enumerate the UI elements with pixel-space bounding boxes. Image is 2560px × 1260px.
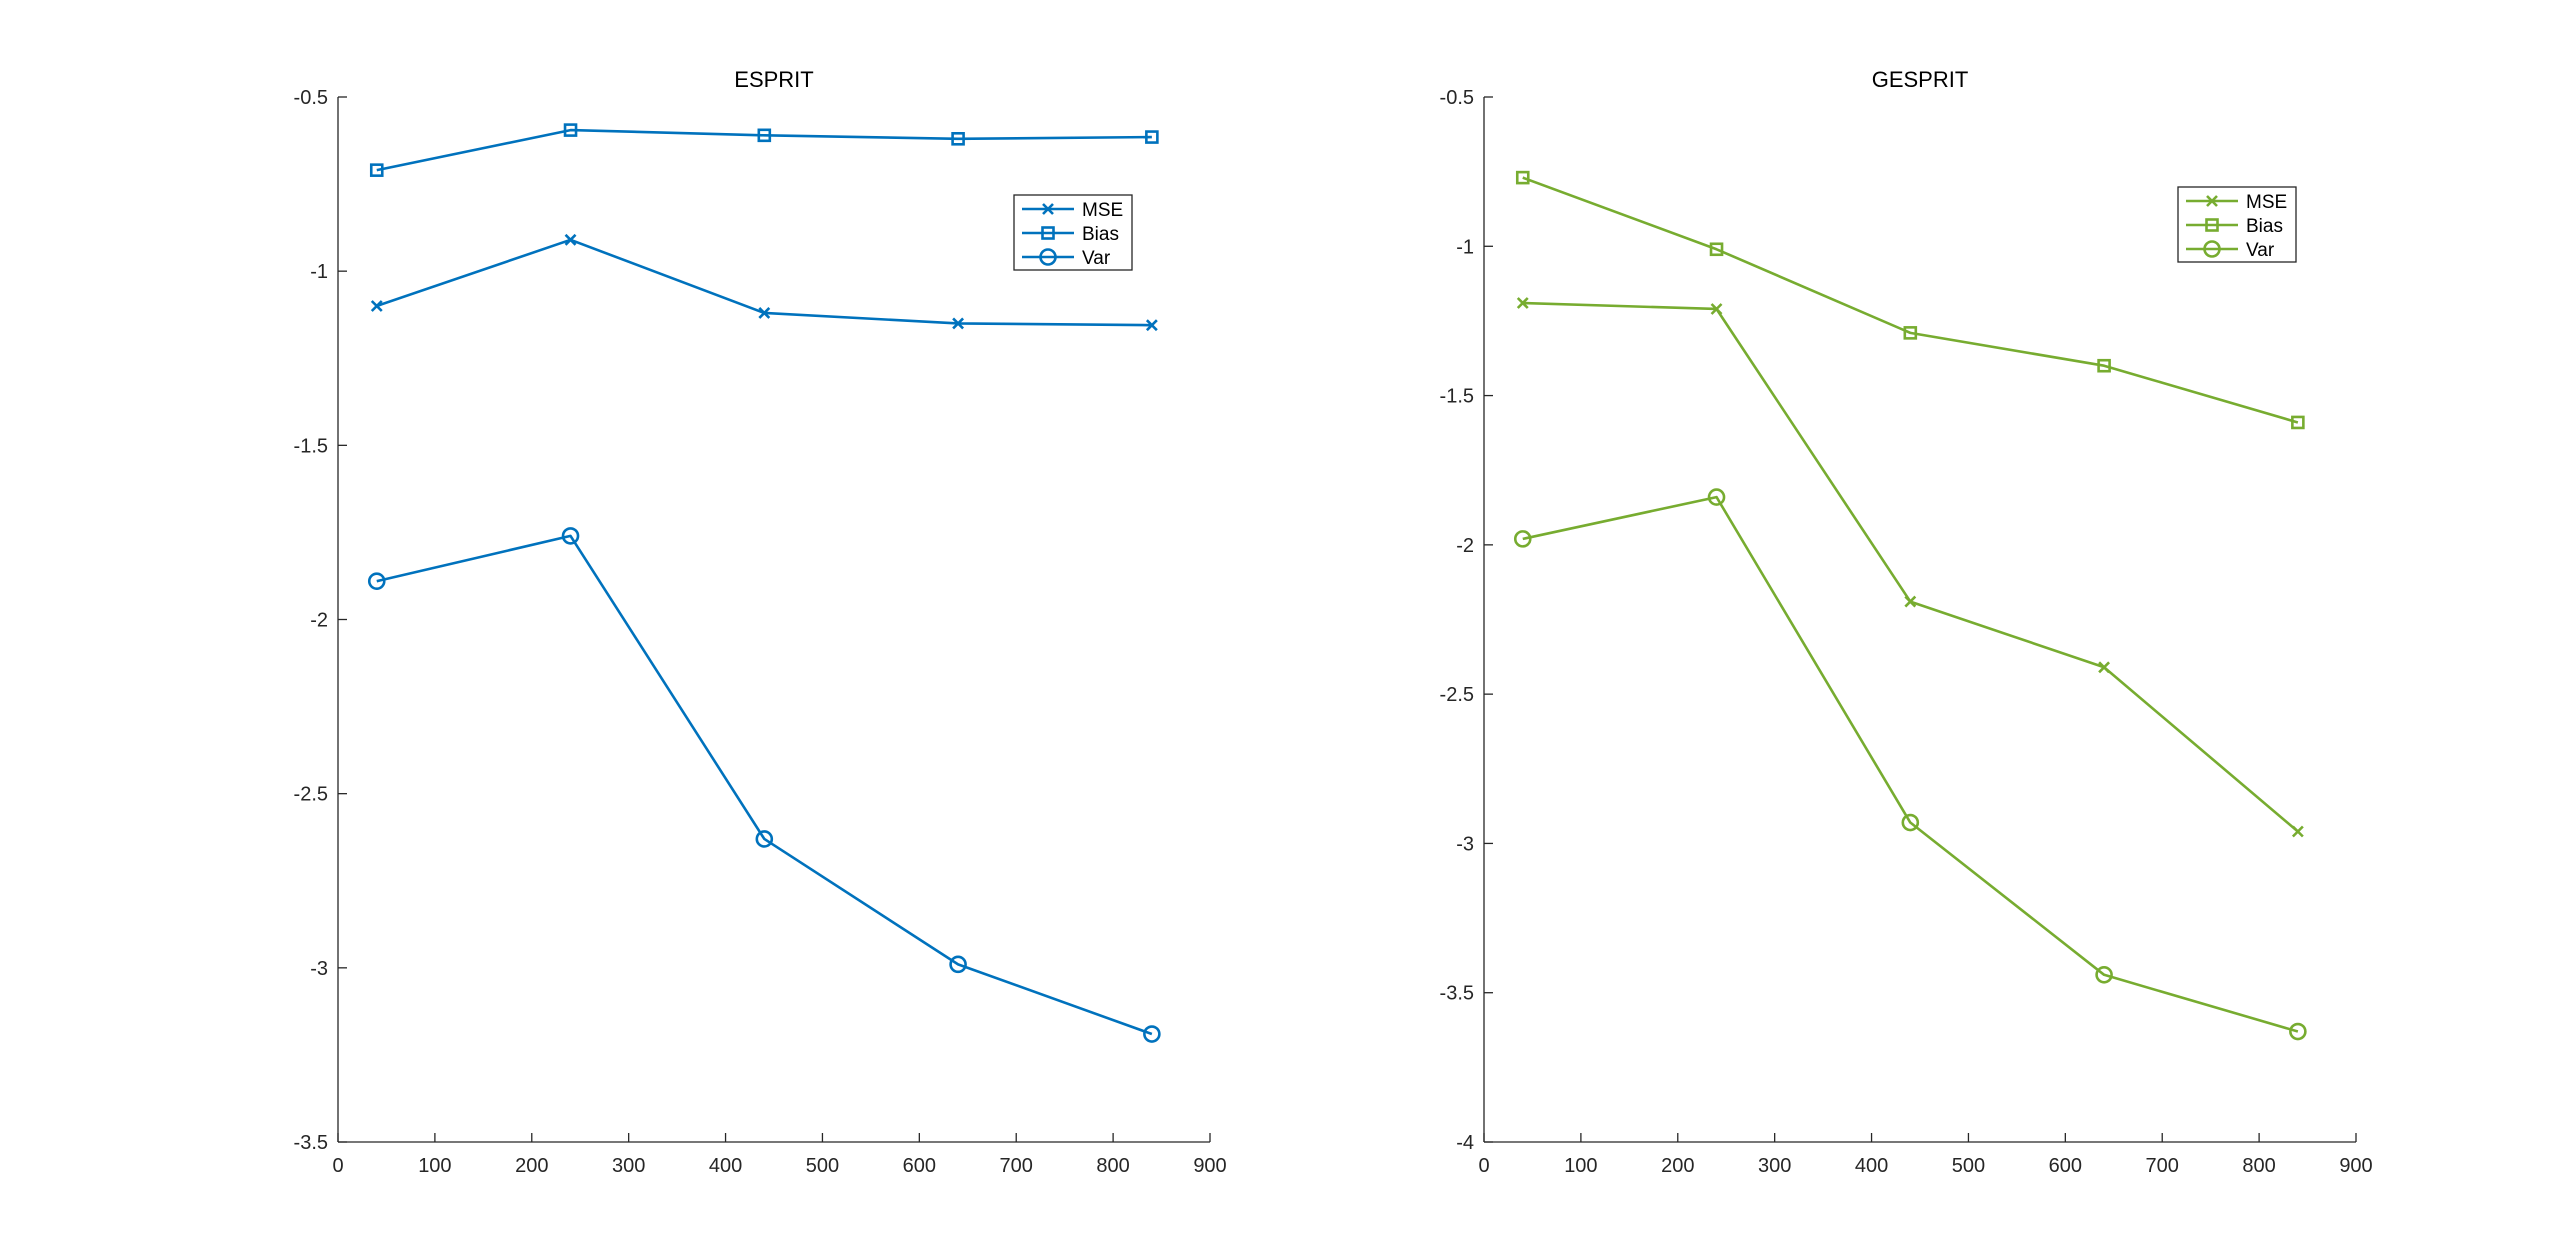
x-tick-label: 400	[709, 1155, 742, 1177]
y-tick-label: -2.5	[294, 784, 328, 806]
marker-1-var-legend	[1039, 248, 1057, 266]
legend: MSE Bias Var	[2177, 186, 2297, 263]
marker-1-var-3	[949, 955, 967, 974]
y-tick-label: -0.5	[294, 87, 328, 109]
x-tick-label: 200	[1661, 1155, 1694, 1177]
chart-1: 0 100 200 300 400 500 600 700 800 900 -0.5 -1 -1.5 -2…	[294, 67, 1227, 1177]
marker-1-bias-0	[369, 163, 384, 177]
y-tick-label: -2.5	[1440, 684, 1474, 706]
y-tick-label: -1.5	[1440, 386, 1474, 408]
marker-1-bias-2	[757, 128, 772, 143]
y-tick-label: -4	[1456, 1132, 1474, 1154]
marker-1-mse-2	[758, 307, 771, 319]
marker-1-var-0	[367, 572, 386, 590]
legend-label-var: Var	[2246, 240, 2275, 261]
marker-1-bias-legend	[1041, 226, 1055, 240]
legend-label-bias: Bias	[1082, 224, 1119, 245]
y-tick-label: -3.5	[294, 1132, 328, 1154]
y-tick-label: -1	[1456, 236, 1474, 258]
x-tick-label: 0	[332, 1155, 343, 1177]
marker-2-bias-legend	[2205, 218, 2219, 232]
series-line-bias	[376, 128, 1152, 172]
chart-title: ESPRIT	[734, 67, 813, 92]
x-tick-label: 900	[2339, 1155, 2372, 1177]
marker-2-mse-2	[1904, 595, 1917, 608]
legend-label-mse: MSE	[1082, 200, 1123, 221]
y-tick-label: -2	[310, 610, 328, 632]
series-line-mse	[1522, 301, 2299, 833]
marker-2-mse-legend	[2206, 195, 2218, 207]
x-tick-label: 500	[806, 1155, 839, 1177]
marker-2-mse-0	[1516, 297, 1529, 309]
x-tick-label: 700	[2146, 1155, 2179, 1177]
marker-1-var-2	[755, 830, 774, 848]
marker-1-var-4	[1143, 1025, 1161, 1043]
marker-2-mse-1	[1710, 303, 1723, 315]
x-tick-label: 200	[515, 1155, 548, 1177]
x-tick-label: 400	[1855, 1155, 1888, 1177]
x-tick-label: 600	[903, 1155, 936, 1177]
x-tick-label: 500	[1952, 1155, 1985, 1177]
marker-1-bias-1	[563, 123, 578, 137]
marker-2-bias-1	[1709, 242, 1724, 257]
marker-2-bias-0	[1515, 170, 1530, 185]
marker-2-bias-3	[2097, 358, 2111, 373]
x-tick-label: 100	[418, 1155, 451, 1177]
y-tick-label: -3	[310, 958, 328, 980]
y-tick-label: -3.5	[1440, 983, 1474, 1005]
marker-1-bias-4	[1145, 130, 1159, 144]
marker-1-mse-4	[1145, 319, 1158, 332]
marker-1-mse-0	[370, 300, 383, 312]
y-tick-label: -1.5	[294, 435, 328, 457]
legend: MSE Bias Var	[1013, 194, 1133, 271]
marker-2-bias-2	[1903, 326, 1918, 340]
y-tick-label: -0.5	[1440, 87, 1474, 109]
marker-2-var-2	[1901, 813, 1920, 832]
chart-title: GESPRIT	[1872, 67, 1969, 92]
marker-2-mse-4	[2291, 825, 2304, 838]
marker-2-var-3	[2095, 965, 2113, 984]
y-tick-label: -1	[310, 261, 328, 283]
marker-1-mse-3	[952, 317, 965, 330]
y-tick-label: -2	[1456, 535, 1474, 557]
marker-2-mse-3	[2098, 661, 2111, 674]
x-tick-label: 800	[1096, 1155, 1129, 1177]
legend-label-mse: MSE	[2246, 192, 2287, 213]
x-tick-label: 900	[1193, 1155, 1226, 1177]
legend-label-bias: Bias	[2246, 216, 2283, 237]
chart-2: 0 100 200 300 400 500 600 700 800 900 -0.5 -1 -1.5 -2…	[1440, 67, 2373, 1177]
series-line-bias	[1522, 176, 2299, 424]
y-tick-label: -3	[1456, 833, 1474, 855]
marker-1-var-1	[561, 527, 580, 545]
marker-1-mse-1	[564, 233, 577, 246]
series-line-var	[1522, 495, 2299, 1033]
x-tick-label: 300	[1758, 1155, 1791, 1177]
marker-2-var-0	[1513, 530, 1532, 548]
marker-2-var-legend	[2203, 240, 2221, 258]
marker-2-var-4	[2289, 1022, 2307, 1041]
marker-2-bias-4	[2291, 415, 2305, 430]
x-tick-label: 700	[1000, 1155, 1033, 1177]
x-tick-label: 300	[612, 1155, 645, 1177]
x-tick-label: 800	[2242, 1155, 2275, 1177]
marker-1-mse-legend	[1042, 203, 1054, 215]
marker-1-bias-3	[951, 132, 965, 146]
x-tick-label: 600	[2049, 1155, 2082, 1177]
x-tick-label: 100	[1564, 1155, 1597, 1177]
series-line-var	[376, 534, 1153, 1036]
marker-2-var-1	[1707, 488, 1726, 506]
legend-label-var: Var	[1082, 248, 1111, 269]
x-tick-label: 0	[1478, 1155, 1489, 1177]
